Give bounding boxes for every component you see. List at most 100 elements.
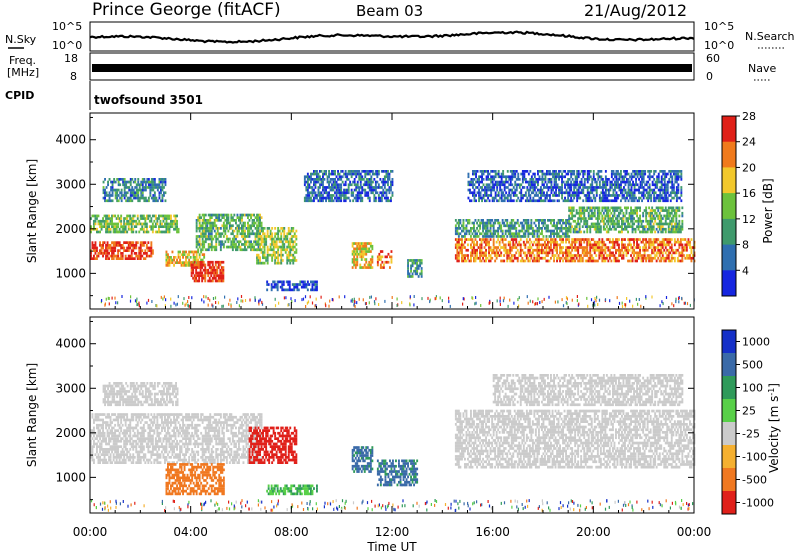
echo-cell: [561, 175, 563, 179]
echo-cell: [362, 178, 365, 181]
echo-cell: [565, 251, 567, 255]
echo-cell: [590, 238, 593, 241]
echo-cell: [328, 183, 330, 187]
echo-cell: [115, 254, 118, 258]
echo-cell: [501, 219, 504, 222]
echo-cell: [544, 221, 546, 225]
echo-cell: [158, 214, 160, 218]
echo-cell: [571, 211, 574, 215]
echo-cell: [555, 178, 557, 181]
echo-cell: [594, 180, 597, 184]
echo-cell: [163, 186, 165, 189]
echo-cell: [385, 196, 388, 200]
echo-cell: [577, 219, 580, 223]
echo-cell: [473, 243, 475, 247]
echo-cell: [204, 229, 207, 233]
echo-cell: [501, 235, 504, 238]
echo-cell: [256, 232, 258, 236]
echo-cell: [195, 237, 198, 241]
echo-cell: [271, 248, 274, 252]
echo-cell: [649, 219, 652, 223]
echo-cell: [163, 178, 165, 181]
echo-cell: [124, 227, 127, 231]
echo-cell: [588, 191, 591, 195]
echo-cell: [316, 170, 318, 173]
echo-cell: [572, 219, 575, 223]
echo-cell: [538, 259, 540, 263]
echo-cell: [355, 188, 358, 192]
echo-cell: [105, 214, 107, 218]
echo-cell: [638, 196, 640, 200]
echo-cell: [574, 240, 577, 244]
echo-cell: [124, 249, 127, 252]
echo-cell: [589, 188, 592, 192]
echo-cell: [624, 191, 627, 195]
echo-cell: [590, 206, 593, 210]
echo-cell: [663, 243, 666, 247]
echo-cell: [479, 227, 481, 230]
echo-cell: [552, 199, 554, 203]
echo-cell: [507, 251, 510, 255]
echo-cell: [207, 232, 210, 236]
echo-cell: [219, 232, 222, 236]
echo-cell: [122, 178, 125, 181]
echo-cell: [514, 183, 517, 187]
echo-cell: [102, 241, 104, 244]
echo-cell: [117, 183, 120, 187]
echo-cell: [670, 248, 673, 252]
echo-cell: [648, 222, 651, 226]
echo-cell: [138, 249, 141, 252]
echo-cell: [509, 224, 512, 228]
echo-cell: [167, 230, 169, 234]
echo-cell: [596, 225, 599, 228]
echo-cell: [361, 170, 364, 173]
echo-cell: [248, 219, 251, 222]
echo-cell: [532, 180, 535, 184]
echo-cell: [192, 253, 195, 256]
echo-cell: [657, 214, 660, 218]
echo-cell: [328, 196, 330, 200]
echo-cell: [97, 252, 100, 255]
echo-cell: [241, 232, 243, 236]
echo-cell: [381, 266, 384, 269]
echo-cell: [627, 238, 629, 241]
echo-cell: [524, 259, 527, 263]
echo-cell: [350, 188, 353, 192]
echo-cell: [382, 263, 385, 267]
echo-cell: [272, 253, 275, 257]
echo-cell: [583, 222, 586, 226]
echo-cell: [553, 191, 556, 195]
echo-cell: [120, 225, 123, 228]
echo-cell: [211, 279, 214, 283]
echo-cell: [352, 191, 355, 195]
echo-cell: [239, 221, 242, 225]
echo-cell: [138, 196, 141, 200]
echo-cell: [566, 235, 569, 238]
echo-cell: [217, 263, 220, 267]
echo-cell: [636, 209, 638, 212]
echo-cell: [550, 219, 552, 222]
echo-cell: [489, 246, 492, 249]
echo-cell: [601, 254, 604, 257]
echo-cell: [673, 240, 676, 244]
echo-cell: [414, 269, 417, 273]
echo-cell: [533, 259, 536, 263]
echo-cell: [672, 256, 675, 260]
echo-cell: [636, 206, 638, 210]
echo-cell: [661, 227, 664, 231]
echo-cell: [281, 245, 284, 249]
echo-cell: [690, 251, 693, 255]
echo-cell: [170, 256, 172, 259]
echo-cell: [576, 175, 579, 179]
echo-cell: [539, 238, 542, 241]
echo-cell: [114, 188, 117, 192]
echo-cell: [678, 219, 681, 223]
echo-cell: [407, 269, 409, 273]
echo-cell: [379, 263, 382, 267]
echo-cell: [533, 186, 536, 189]
echo-cell: [515, 194, 518, 197]
echo-cell: [569, 254, 572, 257]
echo-cell: [513, 227, 516, 230]
echo-cell: [630, 178, 633, 181]
echo-cell: [380, 180, 383, 184]
